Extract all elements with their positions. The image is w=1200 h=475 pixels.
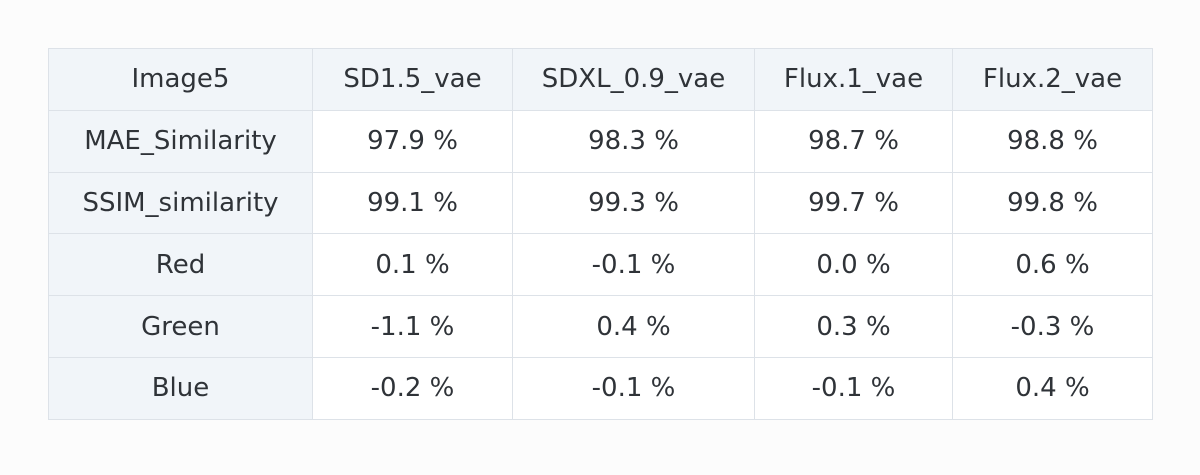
header-cell: Flux.1_vae <box>754 48 953 111</box>
value-cell: -0.2 % <box>312 356 513 420</box>
value-cell: 98.8 % <box>952 109 1153 173</box>
comparison-table: Image5 SD1.5_vae SDXL_0.9_vae Flux.1_vae Flu… <box>48 48 1153 420</box>
row-label: Blue <box>48 356 313 420</box>
value-cell: 99.7 % <box>754 171 953 235</box>
value-cell: -0.1 % <box>512 233 755 297</box>
data-row: Green -1.1 % 0.4 % 0.3 % -0.3 % <box>48 295 1153 358</box>
value-cell: 99.8 % <box>952 171 1153 235</box>
header-cell: Image5 <box>48 48 313 111</box>
value-cell: -0.1 % <box>754 356 953 420</box>
row-label: SSIM_similarity <box>48 171 313 235</box>
row-label: Green <box>48 295 313 358</box>
data-row: Red 0.1 % -0.1 % 0.0 % 0.6 % <box>48 233 1153 297</box>
value-cell: 97.9 % <box>312 109 513 173</box>
header-cell: SDXL_0.9_vae <box>512 48 755 111</box>
data-row: Blue -0.2 % -0.1 % -0.1 % 0.4 % <box>48 356 1153 420</box>
value-cell: -1.1 % <box>312 295 513 358</box>
value-cell: 99.3 % <box>512 171 755 235</box>
value-cell: 0.4 % <box>512 295 755 358</box>
data-row: SSIM_similarity 99.1 % 99.3 % 99.7 % 99.8 % <box>48 171 1153 235</box>
value-cell: -0.3 % <box>952 295 1153 358</box>
value-cell: 98.3 % <box>512 109 755 173</box>
row-label: Red <box>48 233 313 297</box>
header-cell: Flux.2_vae <box>952 48 1153 111</box>
row-label: MAE_Similarity <box>48 109 313 173</box>
value-cell: 0.1 % <box>312 233 513 297</box>
table-container: Image5 SD1.5_vae SDXL_0.9_vae Flux.1_vae Flu… <box>48 48 1153 420</box>
data-row: MAE_Similarity 97.9 % 98.3 % 98.7 % 98.8 % <box>48 109 1153 173</box>
header-row: Image5 SD1.5_vae SDXL_0.9_vae Flux.1_vae Flu… <box>48 48 1153 111</box>
header-cell: SD1.5_vae <box>312 48 513 111</box>
value-cell: 99.1 % <box>312 171 513 235</box>
value-cell: 0.4 % <box>952 356 1153 420</box>
value-cell: 98.7 % <box>754 109 953 173</box>
value-cell: 0.3 % <box>754 295 953 358</box>
value-cell: 0.0 % <box>754 233 953 297</box>
value-cell: 0.6 % <box>952 233 1153 297</box>
value-cell: -0.1 % <box>512 356 755 420</box>
